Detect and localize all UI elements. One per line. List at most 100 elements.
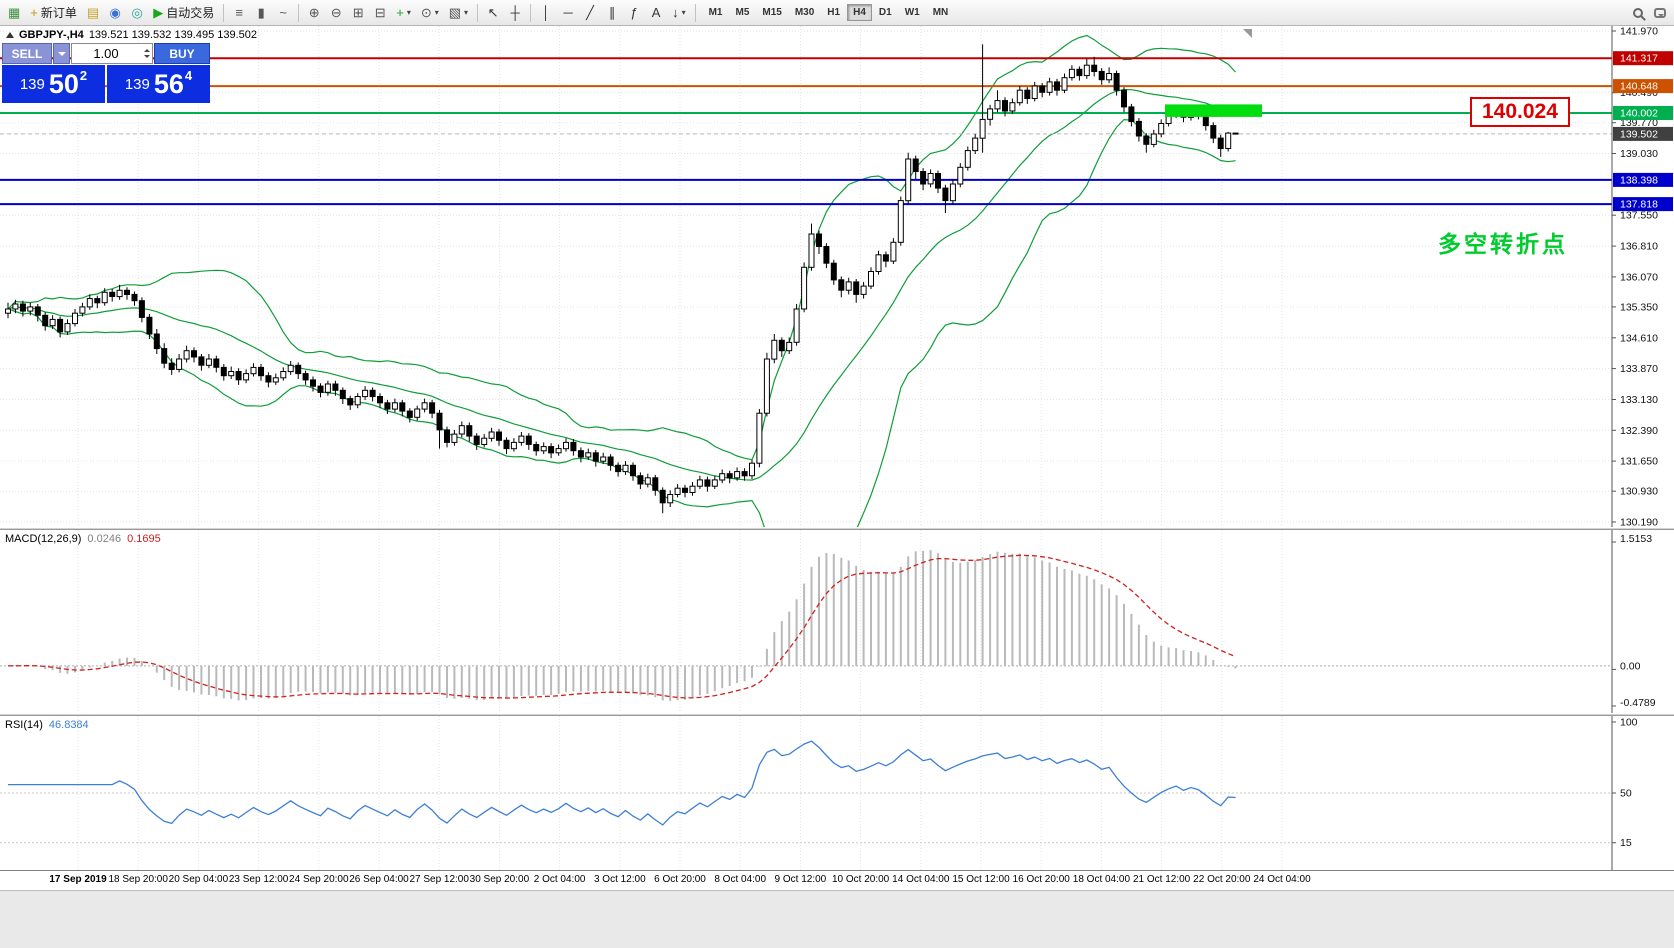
sell-button[interactable]: SELL [2,43,52,64]
annotation-text[interactable]: 多空转折点 [1438,231,1568,257]
price-axis-label: 130.930 [1620,486,1658,498]
vertical-line-icon: │ [542,5,551,20]
macd-name: MACD(12,26,9) [5,533,82,545]
timeframes-button[interactable]: ⊙ ▾ [417,3,443,23]
candlestick-chart[interactable]: 141.970140.490139.770139.030137.550136.8… [0,26,1674,527]
templates-button[interactable]: ▧ ▾ [445,3,472,23]
time-axis-label: 2 Oct 04:00 [533,874,586,885]
chevron-down-icon: ▾ [406,8,411,17]
line-chart-button[interactable]: ~ [273,3,293,23]
chart-title-marker-icon [6,32,14,38]
buy-price-display[interactable]: 139 56 4 [107,65,210,103]
arrows-tool-button[interactable]: ↓ ▾ [668,3,690,23]
time-axis-label: 20 Sep 04:00 [168,874,229,885]
play-icon: ▶ [153,5,164,20]
period-button-m5[interactable]: M5 [729,4,755,21]
fibonacci-tool-button[interactable]: ƒ [624,3,644,23]
chart-profiles-button[interactable]: ▤ [83,3,103,23]
period-button-h1[interactable]: H1 [821,4,846,21]
cursor-tool-button[interactable]: ↖ [483,3,503,23]
rsi-panel[interactable]: 100 50 15 RSI(14) 46.8384 [0,716,1674,870]
strategy-tester-button[interactable]: ◎ [127,3,147,23]
volume-stepper[interactable] [144,46,150,61]
spin-down-icon[interactable] [144,55,150,61]
time-axis-label: 14 Oct 04:00 [892,874,950,885]
spin-up-icon[interactable] [144,46,150,52]
crosshair-tool-button[interactable]: ┼ [505,3,525,23]
price-axis-label: 136.070 [1620,271,1658,283]
period-button-m30[interactable]: M30 [789,4,820,21]
buy-price-prefix: 139 [124,75,150,93]
chart-window-icon: ▦ [8,5,21,20]
price-marker-141.317 [1613,51,1673,66]
vertical-line-tool-button[interactable]: │ [536,3,556,23]
trendline-icon: ╱ [586,5,594,20]
zoom-out-button[interactable]: ⊖ [326,3,346,23]
autotrading-button[interactable]: ▶ 自动交易 [149,3,218,23]
period-button-d1[interactable]: D1 [873,4,898,21]
time-axis-label: 10 Oct 20:00 [831,874,890,885]
indicators-button[interactable]: + ▾ [392,3,415,23]
macd-chart[interactable]: 1.5153 0.00 -0.4789 [0,530,1674,713]
price-axis-label: 133.130 [1620,394,1658,406]
macd-signal-line [7,554,1236,699]
sell-price-display[interactable]: 139 50 2 [2,65,105,103]
period-button-m1[interactable]: M1 [703,4,729,21]
period-button-mn[interactable]: MN [927,4,955,21]
macd-panel[interactable]: 1.5153 0.00 -0.4789 MACD(12,26,9) 0.0246 0… [0,530,1674,713]
channel-icon: ∥ [608,5,616,20]
channel-tool-button[interactable]: ∥ [602,3,622,23]
cascade-windows-button[interactable]: ⊟ [370,3,390,23]
panel-splitter[interactable] [0,527,1674,530]
rsi-axis-label: 15 [1620,837,1632,849]
volume-field[interactable]: 1.00 [71,43,153,64]
price-callout[interactable]: 140.024 [1470,97,1570,127]
time-axis-label: 30 Sep 20:00 [469,874,530,885]
horizontal-line-tool-button[interactable]: ─ [558,3,578,23]
price-axis-label: 134.610 [1620,332,1658,344]
time-axis[interactable]: 17 Sep 2019 18 Sep 20:00 20 Sep 04:00 23 Se… [0,870,1674,890]
time-axis-label: 16 Oct 20:00 [1012,874,1070,885]
price-marker-137.818 [1613,197,1673,212]
community-button[interactable] [1650,3,1670,23]
svg-text:137.818: 137.818 [1620,199,1658,211]
text-tool-button[interactable]: A [646,3,666,23]
toolbar-separator [298,3,300,22]
price-axis-label: 133.870 [1620,363,1658,375]
new-order-button[interactable]: + 新订单 [26,3,81,23]
chart-shift-marker[interactable] [1243,29,1252,38]
time-axis-label: 8 Oct 04:00 [714,874,767,885]
chevron-down-icon: ▾ [434,8,439,17]
bollinger-bands [7,34,1237,527]
rsi-chart[interactable]: 100 50 15 [0,716,1674,870]
arrow-icon: ↓ [672,5,679,20]
fibonacci-icon: ƒ [630,5,638,20]
horizontal-line-icon: ─ [563,5,573,20]
bar-chart-button[interactable]: ≡ [229,3,249,23]
trendline-tool-button[interactable]: ╱ [580,3,600,23]
tile-windows-button[interactable]: ⊞ [348,3,368,23]
rsi-label: RSI(14) 46.8384 [5,719,89,731]
sell-price-prefix: 139 [19,75,45,93]
candlestick-chart-button[interactable]: ▮ [251,3,271,23]
tile-windows-icon: ⊞ [352,5,364,20]
chart-title: GBPJPY-,H4 139.521 139.532 139.495 139.5… [6,29,257,41]
price-axis-label: 131.650 [1620,456,1658,468]
time-axis-label: 3 Oct 12:00 [593,874,646,885]
sell-price-big: 50 [48,68,79,99]
price-chart-panel[interactable]: 141.970 140.490 139.770 139.030 137.550 136.8… [0,26,1674,527]
svg-text:140.002: 140.002 [1620,108,1658,120]
zoom-in-button[interactable]: ⊕ [304,3,324,23]
highlight-zone[interactable] [1165,104,1262,117]
app-menu-button[interactable]: ▦ [4,3,24,23]
buy-button[interactable]: BUY [154,43,210,64]
panel-splitter[interactable] [0,713,1674,716]
period-button-w1[interactable]: W1 [899,4,926,21]
period-button-m15[interactable]: M15 [756,4,787,21]
order-settings-dropdown[interactable] [53,43,70,64]
search-button[interactable] [1628,3,1648,23]
price-axis-label: 139.030 [1620,148,1658,160]
period-button-h4[interactable]: H4 [847,4,872,21]
market-watch-button[interactable]: ◉ [105,3,125,23]
zoom-out-icon: ⊖ [330,5,342,20]
